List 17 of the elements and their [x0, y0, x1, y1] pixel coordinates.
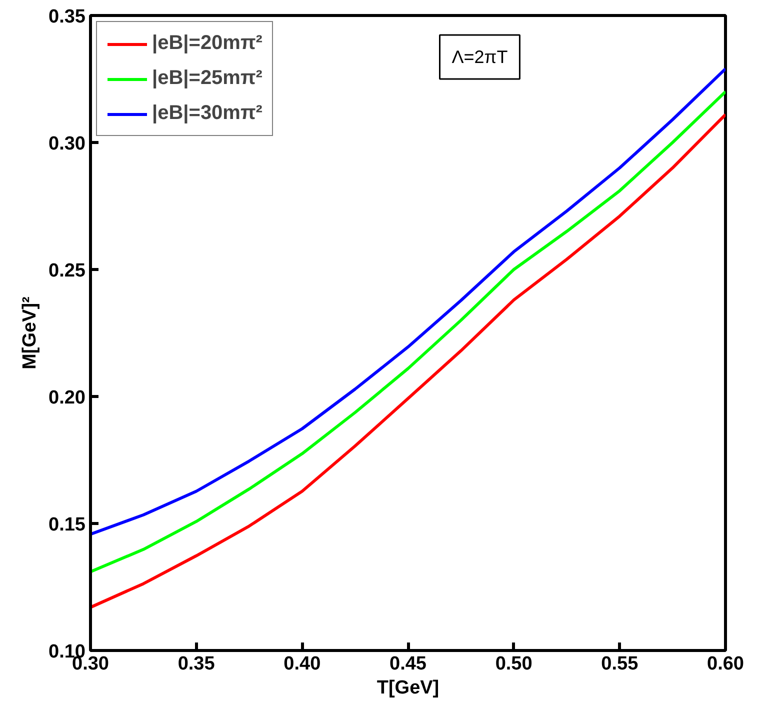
y-tick-label: 0.15 — [48, 514, 86, 536]
y-tick-label: 0.25 — [48, 260, 86, 282]
legend-label: |eB|=20mπ² — [152, 32, 262, 55]
x-tick-label: 0.40 — [284, 654, 321, 674]
legend-label: |eB|=30mπ² — [152, 102, 262, 125]
x-tick-label: 0.55 — [601, 654, 639, 674]
x-tick-label: 0.35 — [178, 654, 216, 674]
x-tick-label: 0.60 — [707, 654, 744, 674]
y-tick-label: 0.35 — [48, 6, 86, 28]
y-tick-label: 0.30 — [48, 134, 86, 154]
y-tick-label: 0.20 — [48, 388, 86, 408]
annotation: Λ=2πT — [452, 47, 508, 67]
x-axis-title: T[GeV] — [376, 678, 440, 698]
y-axis-title: M[GeV]² — [20, 296, 41, 370]
x-tick-label: 0.45 — [390, 654, 427, 674]
legend-label: |eB|=25mπ² — [152, 67, 262, 90]
x-tick-label: 0.50 — [495, 654, 532, 674]
